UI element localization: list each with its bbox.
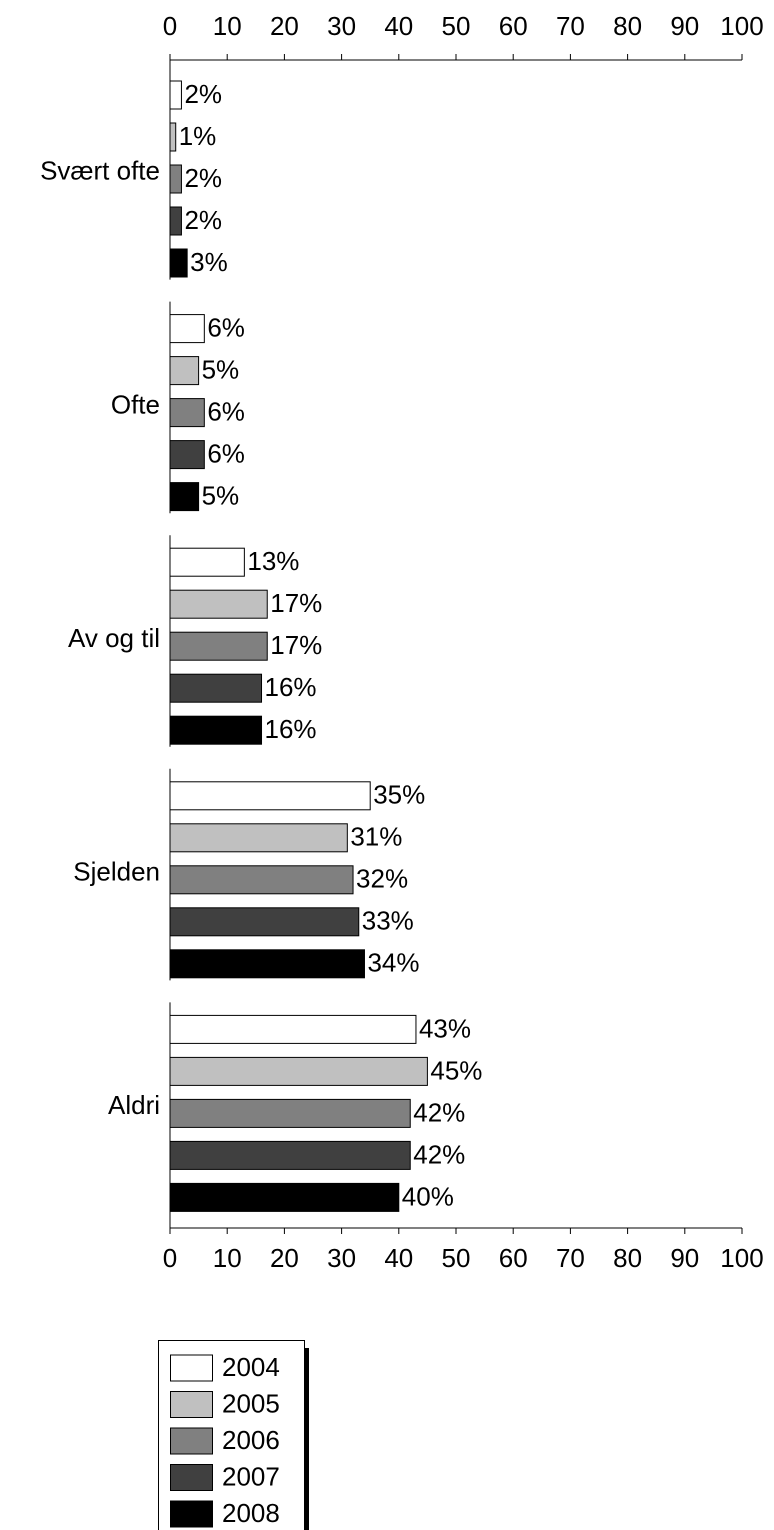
bar — [169, 440, 205, 470]
value-label: 40% — [402, 1181, 454, 1211]
x-tick-label: 60 — [499, 1243, 528, 1273]
bar — [169, 1182, 400, 1212]
value-label: 45% — [430, 1055, 482, 1085]
legend-label: 2005 — [222, 1388, 280, 1418]
value-label: 43% — [419, 1013, 471, 1043]
x-tick-label: 100 — [720, 11, 763, 41]
legend-label: 2008 — [222, 1498, 280, 1528]
value-label: 2% — [184, 163, 222, 193]
legend-swatch — [170, 1354, 213, 1382]
bar — [169, 248, 188, 278]
bar — [169, 547, 245, 577]
value-label: 2% — [184, 205, 222, 235]
bar — [169, 206, 182, 236]
category-label: Ofte — [111, 389, 160, 419]
value-label: 17% — [270, 588, 322, 618]
value-label: 3% — [190, 247, 228, 277]
x-tick-label: 80 — [613, 1243, 642, 1273]
value-label: 5% — [202, 480, 240, 510]
x-tick-label: 20 — [270, 1243, 299, 1273]
legend-label: 2004 — [222, 1352, 280, 1382]
bar — [169, 823, 348, 853]
x-tick-label: 10 — [213, 1243, 242, 1273]
x-tick-label: 90 — [670, 11, 699, 41]
legend-swatch — [170, 1500, 213, 1528]
legend-swatch — [170, 1427, 213, 1455]
bar — [169, 164, 182, 194]
value-label: 5% — [202, 354, 240, 384]
bar — [169, 1056, 428, 1086]
x-tick-label: 40 — [384, 1243, 413, 1273]
x-tick-label: 30 — [327, 11, 356, 41]
bar — [169, 356, 200, 386]
bar — [169, 314, 205, 344]
category-label: Svært ofte — [40, 156, 160, 186]
value-label: 16% — [265, 672, 317, 702]
x-tick-label: 70 — [556, 1243, 585, 1273]
x-tick-label: 50 — [442, 1243, 471, 1273]
bar — [169, 122, 177, 152]
bar — [169, 715, 263, 745]
bar — [169, 1140, 411, 1170]
x-tick-label: 0 — [163, 1243, 177, 1273]
bar — [169, 1098, 411, 1128]
category-label: Aldri — [108, 1090, 160, 1120]
value-label: 13% — [247, 546, 299, 576]
x-tick-label: 50 — [442, 11, 471, 41]
bar — [169, 781, 371, 811]
x-tick-label: 60 — [499, 11, 528, 41]
x-tick-label: 20 — [270, 11, 299, 41]
value-label: 42% — [413, 1139, 465, 1169]
value-label: 34% — [367, 948, 419, 978]
value-label: 6% — [207, 312, 245, 342]
value-label: 16% — [265, 714, 317, 744]
value-label: 6% — [207, 396, 245, 426]
value-label: 6% — [207, 438, 245, 468]
value-label: 32% — [356, 864, 408, 894]
value-label: 17% — [270, 630, 322, 660]
x-tick-label: 80 — [613, 11, 642, 41]
bar — [169, 482, 200, 512]
bar — [169, 673, 263, 703]
bar — [169, 865, 354, 895]
bar — [169, 631, 268, 661]
value-label: 35% — [373, 780, 425, 810]
x-tick-label: 0 — [163, 11, 177, 41]
x-tick-label: 90 — [670, 1243, 699, 1273]
bar — [169, 907, 360, 937]
legend-swatch — [170, 1391, 213, 1418]
value-label: 1% — [179, 121, 217, 151]
legend-label: 2007 — [222, 1461, 280, 1491]
legend-label: 2006 — [222, 1425, 280, 1455]
bar — [169, 80, 182, 110]
x-tick-label: 70 — [556, 11, 585, 41]
value-label: 33% — [362, 906, 414, 936]
x-tick-label: 30 — [327, 1243, 356, 1273]
x-tick-label: 10 — [213, 11, 242, 41]
value-label: 2% — [184, 79, 222, 109]
value-label: 42% — [413, 1097, 465, 1127]
value-label: 31% — [350, 822, 402, 852]
category-label: Sjelden — [73, 856, 160, 886]
x-tick-label: 100 — [720, 1243, 763, 1273]
legend-swatch — [170, 1464, 213, 1491]
bar — [169, 398, 205, 428]
x-tick-label: 40 — [384, 11, 413, 41]
bar — [169, 589, 268, 619]
bar — [169, 1014, 417, 1044]
bar — [169, 949, 365, 979]
category-label: Av og til — [68, 623, 160, 653]
legend-shadow — [305, 1348, 309, 1530]
